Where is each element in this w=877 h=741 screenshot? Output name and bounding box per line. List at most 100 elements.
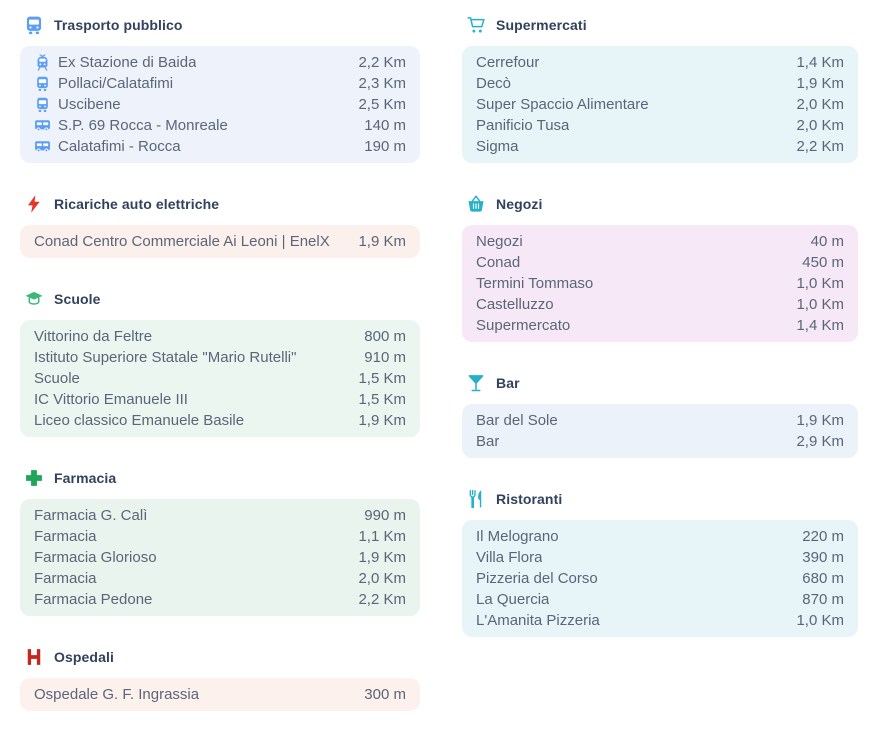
section-list: Vittorino da Feltre 800 m Istituto Super… (20, 320, 420, 437)
list-item: Calatafimi - Rocca 190 m (34, 136, 406, 157)
list-item: Farmacia Pedone 2,2 Km (34, 589, 406, 610)
section-negozi: Negozi Negozi 40 m Conad 450 m Termini T… (462, 193, 858, 342)
list-item: Supermercato 1,4 Km (476, 315, 844, 336)
section-list: Conad Centro Commerciale Ai Leoni | Enel… (20, 225, 420, 258)
lightning-icon (24, 194, 44, 214)
place-name: Scuole (34, 370, 80, 387)
list-item: Panificio Tusa 2,0 Km (476, 115, 844, 136)
place-name: La Quercia (476, 591, 550, 608)
place-name: Pizzeria del Corso (476, 570, 598, 587)
place-name: Vittorino da Feltre (34, 328, 153, 345)
place-name: Ospedale G. F. Ingrassia (34, 686, 200, 703)
section-list: Negozi 40 m Conad 450 m Termini Tommaso … (462, 225, 858, 342)
shopping-cart-icon (466, 15, 486, 35)
section-supermercati: Supermercati Cerrefour 1,4 Km Decò 1,9 K… (462, 14, 858, 163)
place-distance: 1,4 Km (796, 54, 844, 71)
place-distance: 2,0 Km (358, 570, 406, 587)
place-name: Farmacia (34, 528, 97, 545)
section-list: Ex Stazione di Baida 2,2 Km Pollaci/Cala… (20, 46, 420, 163)
list-item: Farmacia 2,0 Km (34, 568, 406, 589)
list-item: Farmacia G. Calì 990 m (34, 505, 406, 526)
place-distance: 1,9 Km (358, 233, 406, 250)
place-name: Bar del Sole (476, 412, 558, 429)
section-list: Ospedale G. F. Ingrassia 300 m (20, 678, 420, 711)
section-header: Bar (466, 372, 858, 394)
place-name: Farmacia Pedone (34, 591, 153, 608)
place-name: Super Spaccio Alimentare (476, 96, 649, 113)
list-item: Conad Centro Commerciale Ai Leoni | Enel… (34, 231, 406, 252)
list-item: Ospedale G. F. Ingrassia 300 m (34, 684, 406, 705)
list-item: Sigma 2,2 Km (476, 136, 844, 157)
place-name: Bar (476, 433, 500, 450)
place-distance: 2,0 Km (796, 96, 844, 113)
place-distance: 1,9 Km (358, 549, 406, 566)
place-distance: 300 m (364, 686, 406, 703)
section-header: Supermercati (466, 14, 858, 36)
place-name: Supermercato (476, 317, 571, 334)
bus-side-icon (34, 117, 51, 134)
list-item: Scuole 1,5 Km (34, 368, 406, 389)
section-list: Bar del Sole 1,9 Km Bar 2,9 Km (462, 404, 858, 458)
list-item: Bar del Sole 1,9 Km (476, 410, 844, 431)
place-distance: 1,9 Km (796, 412, 844, 429)
place-distance: 2,3 Km (358, 75, 406, 92)
section-list: Cerrefour 1,4 Km Decò 1,9 Km Super Spacc… (462, 46, 858, 163)
place-distance: 910 m (364, 349, 406, 366)
place-distance: 450 m (802, 254, 844, 271)
list-item: Liceo classico Emanuele Basile 1,9 Km (34, 410, 406, 431)
bus-front-icon (34, 75, 51, 92)
section-title: Scuole (54, 291, 101, 307)
place-distance: 1,5 Km (358, 370, 406, 387)
bus-icon (24, 15, 44, 35)
place-distance: 1,5 Km (358, 391, 406, 408)
section-header: Ricariche auto elettriche (24, 193, 420, 215)
list-item: Pizzeria del Corso 680 m (476, 568, 844, 589)
list-item: L'Amanita Pizzeria 1,0 Km (476, 610, 844, 631)
place-distance: 680 m (802, 570, 844, 587)
list-item: La Quercia 870 m (476, 589, 844, 610)
list-item: Termini Tommaso 1,0 Km (476, 273, 844, 294)
bus-side-icon (34, 138, 51, 155)
hospital-h-icon (24, 647, 44, 667)
place-name: Termini Tommaso (476, 275, 594, 292)
section-header: Ristoranti (466, 488, 858, 510)
martini-icon (466, 373, 486, 393)
list-item: Istituto Superiore Statale "Mario Rutell… (34, 347, 406, 368)
place-name: Conad Centro Commerciale Ai Leoni | Enel… (34, 233, 330, 250)
section-header: Ospedali (24, 646, 420, 668)
place-name: IC Vittorio Emanuele III (34, 391, 188, 408)
shopping-basket-icon (466, 194, 486, 214)
plus-icon (24, 468, 44, 488)
section-title: Farmacia (54, 470, 117, 486)
list-item: Vittorino da Feltre 800 m (34, 326, 406, 347)
right-column: Supermercati Cerrefour 1,4 Km Decò 1,9 K… (462, 14, 858, 667)
list-item: Villa Flora 390 m (476, 547, 844, 568)
place-name: Sigma (476, 138, 519, 155)
place-name: Il Melograno (476, 528, 559, 545)
section-title: Negozi (496, 196, 543, 212)
place-name: Ex Stazione di Baida (58, 54, 197, 71)
place-distance: 190 m (364, 138, 406, 155)
graduation-cap-icon (24, 289, 44, 309)
place-name: Pollaci/Calatafimi (58, 75, 174, 92)
place-distance: 990 m (364, 507, 406, 524)
list-item: Uscibene 2,5 Km (34, 94, 406, 115)
list-item: Super Spaccio Alimentare 2,0 Km (476, 94, 844, 115)
place-distance: 2,2 Km (358, 54, 406, 71)
place-name: Calatafimi - Rocca (58, 138, 181, 155)
nearby-places-panel: Trasporto pubblico Ex Stazione di Baida … (20, 14, 858, 741)
list-item: Negozi 40 m (476, 231, 844, 252)
place-distance: 1,1 Km (358, 528, 406, 545)
place-distance: 220 m (802, 528, 844, 545)
list-item: Conad 450 m (476, 252, 844, 273)
place-distance: 390 m (802, 549, 844, 566)
train-icon (34, 54, 51, 71)
bus-front-icon (34, 96, 51, 113)
section-header: Scuole (24, 288, 420, 310)
section-header: Negozi (466, 193, 858, 215)
place-distance: 1,9 Km (358, 412, 406, 429)
list-item: S.P. 69 Rocca - Monreale 140 m (34, 115, 406, 136)
section-title: Trasporto pubblico (54, 17, 183, 33)
list-item: Pollaci/Calatafimi 2,3 Km (34, 73, 406, 94)
section-scuole: Scuole Vittorino da Feltre 800 m Istitut… (20, 288, 420, 437)
